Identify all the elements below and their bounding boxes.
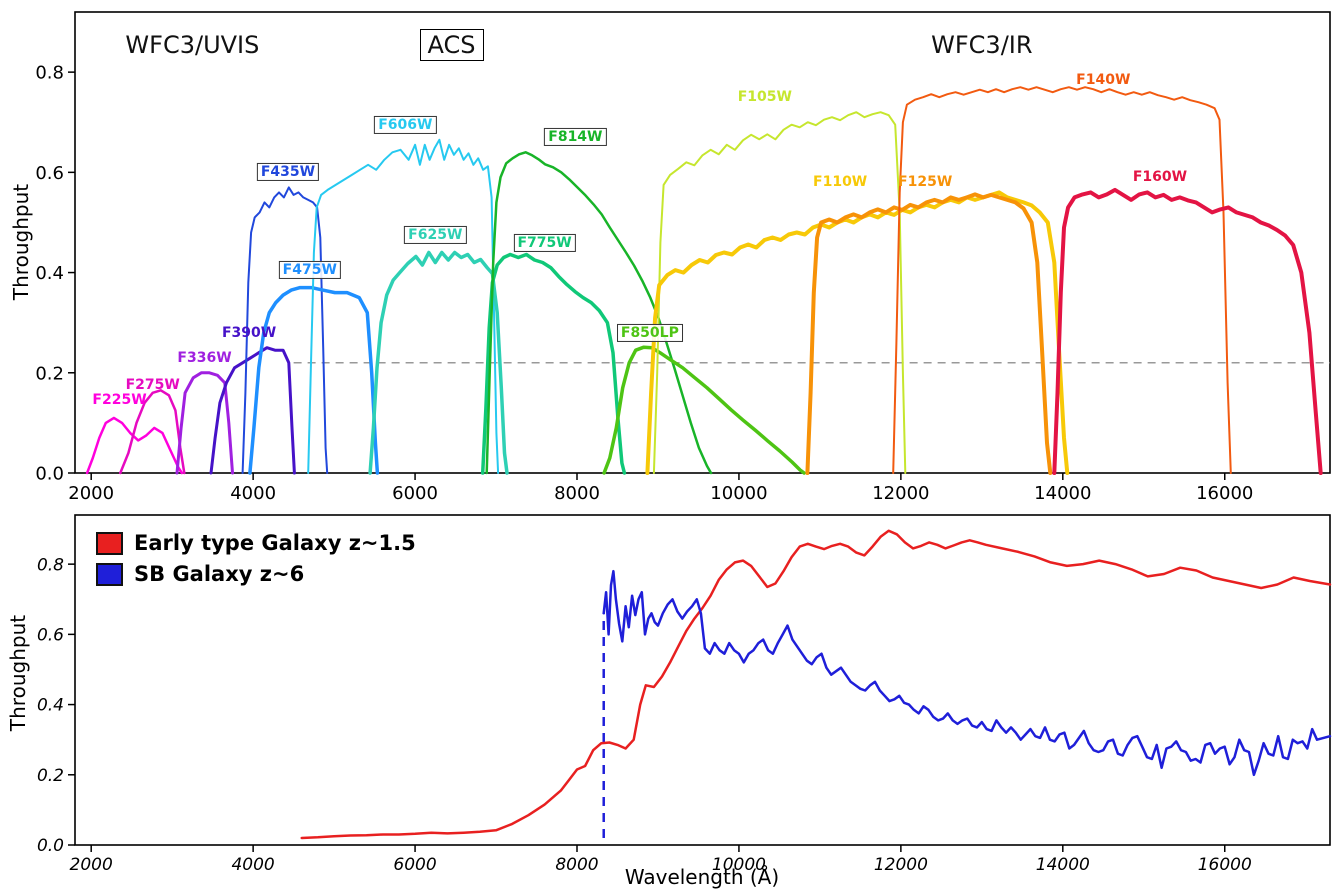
legend-label-early-type-galaxy: Early type Galaxy z~1.5 [134, 531, 416, 555]
filter-label-f850lp: F850LP [616, 323, 683, 342]
filter-label-f275w: F275W [125, 377, 180, 394]
filters-y-axis-label: Throughput [9, 183, 33, 301]
axes-frame [74, 11, 1331, 474]
x-tick-label: 8000 [554, 483, 600, 504]
filter-label-f110w: F110W [813, 174, 868, 191]
legend: Early type Galaxy z~1.5 SB Galaxy z~6 [96, 531, 416, 586]
filters-chart: 2000 4000 6000 8000 10000 12000 14000 16000 0.0 0… [35, 11, 1331, 504]
curve-f125w [805, 192, 1053, 475]
x-tick-label: 2000 [70, 855, 113, 875]
x-tick-label: 10000 [710, 483, 767, 504]
curve-f435w [241, 186, 329, 474]
axes-frame [74, 514, 1331, 846]
filter-label-f435w: F435W [256, 163, 320, 182]
y-tick-label: 0.0 [35, 463, 64, 484]
filter-label-f390w: F390W [221, 324, 277, 341]
filter-label-f225w: F225W [92, 392, 147, 409]
instrument-label-wfc3-ir: WFC3/IR [931, 30, 1033, 59]
y-tick-label: 0.4 [35, 263, 64, 284]
x-axis-label: Wavelength (Å) [624, 865, 780, 889]
y-tick-label: 0.6 [37, 625, 64, 645]
curve-f160w [1052, 187, 1323, 475]
y-tick-label: 0.2 [37, 766, 64, 786]
legend-swatch-early-type-galaxy [96, 531, 123, 555]
x-tick-label: 6000 [392, 483, 438, 504]
spectra-chart: 2000 4000 6000 8000 10000 12000 14000 16000 0.0 0… [37, 514, 1332, 875]
y-tick-label: 0.8 [35, 63, 64, 84]
curve-sb-galaxy-z6 [602, 569, 1332, 777]
curve-f606w [307, 138, 500, 474]
legend-item-sb-galaxy: SB Galaxy z~6 [96, 562, 416, 586]
filter-label-f105w: F105W [737, 89, 792, 106]
x-tick-label: 4000 [230, 483, 276, 504]
filter-label-f775w: F775W [513, 233, 576, 252]
filters-panel: 2000 4000 6000 8000 10000 12000 14000 16000 0.0 0… [9, 11, 1331, 504]
x-tick-label: 10000 [712, 855, 766, 875]
x-tick-label: 14000 [1036, 855, 1090, 875]
legend-swatch-sb-galaxy [96, 562, 123, 586]
instrument-label-wfc3-uvis: WFC3/UVIS [125, 30, 260, 59]
spectra-panel: 2000 4000 6000 8000 10000 12000 14000 16000 0.0 0… [0, 505, 1338, 894]
x-tick-label: 6000 [393, 855, 436, 875]
curve-f225w [85, 416, 184, 475]
x-tick-label: 8000 [555, 855, 598, 875]
filter-label-f160w: F160W [1132, 169, 1188, 186]
y-tick-label: 0.4 [37, 696, 64, 716]
curve-f336w [175, 371, 234, 475]
filter-label-f625w: F625W [404, 225, 467, 245]
filter-label-f140w: F140W [1076, 71, 1131, 88]
legend-label-sb-galaxy: SB Galaxy z~6 [134, 562, 305, 586]
spectra-y-axis-label: Throughput [6, 614, 30, 732]
curve-f390w [209, 346, 296, 475]
y-tick-label: 0.8 [37, 555, 64, 575]
curve-f275w [119, 389, 186, 475]
filter-label-f125w: F125W [898, 174, 953, 191]
instrument-label-acs: ACS [419, 28, 484, 61]
x-tick-label: 2000 [68, 483, 114, 504]
y-tick-label: 0.6 [35, 163, 64, 184]
filter-label-f336w: F336W [177, 349, 232, 366]
x-tick-label: 16000 [1196, 483, 1253, 504]
x-tick-label: 14000 [1034, 483, 1091, 504]
curve-f775w [480, 252, 627, 475]
curve-f475w [248, 285, 380, 475]
curve-f105w [652, 111, 907, 474]
x-tick-label: 12000 [872, 483, 929, 504]
filter-label-f475w: F475W [278, 261, 341, 280]
y-tick-label: 0.0 [37, 836, 64, 856]
filter-label-f606w: F606W [374, 115, 437, 134]
curve-early-type-galaxy-z1-5 [300, 529, 1332, 840]
curve-f110w [645, 190, 1070, 475]
y-tick-label: 0.2 [35, 363, 64, 384]
curve-f850lp [602, 345, 806, 475]
x-tick-label: 12000 [874, 855, 928, 875]
curve-f140w [892, 86, 1232, 474]
x-tick-label: 16000 [1198, 855, 1252, 875]
legend-item-early-type-galaxy: Early type Galaxy z~1.5 [96, 531, 416, 555]
x-tick-label: 4000 [231, 855, 274, 875]
filter-label-f814w: F814W [544, 128, 607, 147]
